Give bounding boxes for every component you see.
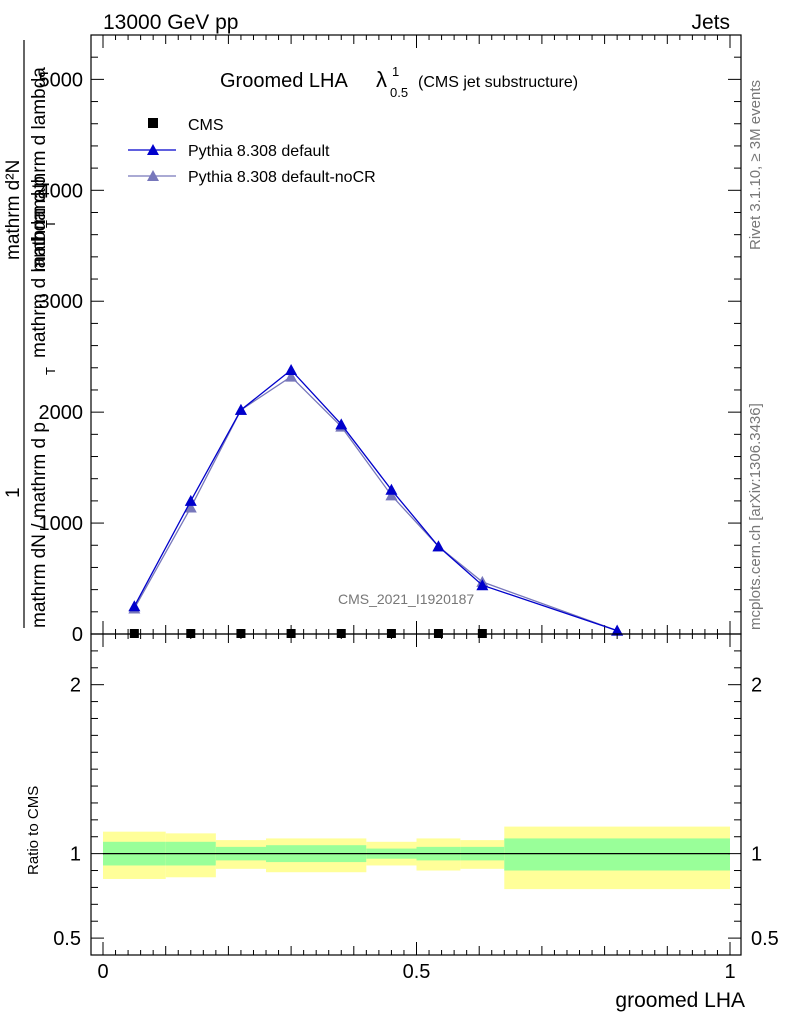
ylabel-frag-4: mathrm dN / mathrm d p	[29, 422, 50, 628]
legend-label-cms: CMS	[188, 117, 224, 134]
mcplots-info: mcplots.cern.ch [arXiv:1306.3436]	[747, 403, 764, 630]
analysis-watermark: CMS_2021_I1920187	[338, 591, 474, 607]
ratio-x-tick-label: 0	[97, 961, 108, 983]
ratio-frame	[90, 633, 742, 956]
ylabel-frag-5: T	[43, 367, 58, 375]
ratio-bands	[103, 826, 730, 890]
main-y-tick-label: 1000	[39, 513, 84, 535]
plot-title: Groomed LHA λ 1 0.5 (CMS jet substructur…	[220, 64, 578, 100]
ratio-ylabel: Ratio to CMS	[25, 786, 42, 875]
header-process: Jets	[691, 11, 730, 34]
rivet-info: Rivet 3.1.10, ≥ 3M events	[747, 80, 764, 250]
ylabel-frag-6: mathrm d lambda	[29, 210, 50, 358]
series-point-default	[184, 494, 197, 506]
ylabel-frag-2: T	[43, 220, 58, 228]
ylabel-frag-3: mathrm d lambda	[29, 67, 50, 215]
series-point-default	[335, 418, 348, 430]
main-y-tick-label: 2000	[39, 402, 84, 424]
legend-label-nocr: Pythia 8.308 default-noCR	[188, 169, 376, 186]
main-axes: 0 1000 2000 3000 4000 5000	[39, 34, 742, 646]
series-point-default	[432, 540, 445, 552]
title-sub: 0.5	[390, 85, 408, 100]
title-lambda: λ	[376, 67, 387, 92]
legend: CMS Pythia 8.308 default Pythia 8.308 de…	[128, 117, 376, 186]
ratio-axes: 0.5 0.5 1 1 2 2 0 0.5 1	[53, 633, 779, 983]
ratio-y-tick-label-right: 1	[751, 844, 762, 866]
main-y-tick-label: 0	[72, 624, 83, 646]
main-y-tick-label: 5000	[39, 69, 84, 91]
ratio-y-tick-label: 1	[70, 844, 81, 866]
legend-label-default: Pythia 8.308 default	[188, 143, 330, 160]
ylabel-frag-0: mathrm d²N	[3, 160, 24, 260]
series-point-default	[234, 403, 247, 415]
ratio-y-tick-label: 0.5	[53, 928, 81, 950]
main-y-tick-label: 4000	[39, 180, 84, 202]
legend-marker-default	[147, 144, 159, 155]
ylabel-frag-1: mathrm d p	[29, 176, 50, 272]
ratio-y-tick-label: 2	[70, 675, 81, 697]
series-point-nocr	[285, 370, 298, 382]
main-y-tick-label: 3000	[39, 291, 84, 313]
title-main: Groomed LHA	[220, 70, 348, 92]
series-point-default	[385, 483, 398, 495]
ratio-xlabel: groomed LHA	[615, 989, 745, 1012]
series-point-default	[285, 363, 298, 375]
ratio-y-tick-label-right: 2	[751, 675, 762, 697]
title-suffix: (CMS jet substructure)	[418, 74, 578, 91]
series-point-nocr	[385, 489, 398, 501]
main-ylabel: mathrm d²N mathrm d p T mathrm d lambda …	[3, 40, 58, 628]
legend-marker-nocr	[147, 170, 159, 181]
ratio-x-tick-label: 1	[724, 961, 735, 983]
legend-marker-cms	[148, 118, 158, 128]
header-energy: 13000 GeV pp	[103, 11, 238, 34]
ratio-y-tick-label-right: 0.5	[751, 928, 779, 950]
ylabel-frag-7: 1	[3, 487, 24, 498]
series-point-default	[476, 579, 489, 591]
band-green	[504, 838, 730, 871]
series-point-default	[128, 600, 141, 612]
series-point-default	[611, 624, 624, 636]
title-sup: 1	[392, 64, 399, 79]
ratio-x-tick-label: 0.5	[403, 961, 431, 983]
series-point-nocr	[184, 501, 197, 513]
